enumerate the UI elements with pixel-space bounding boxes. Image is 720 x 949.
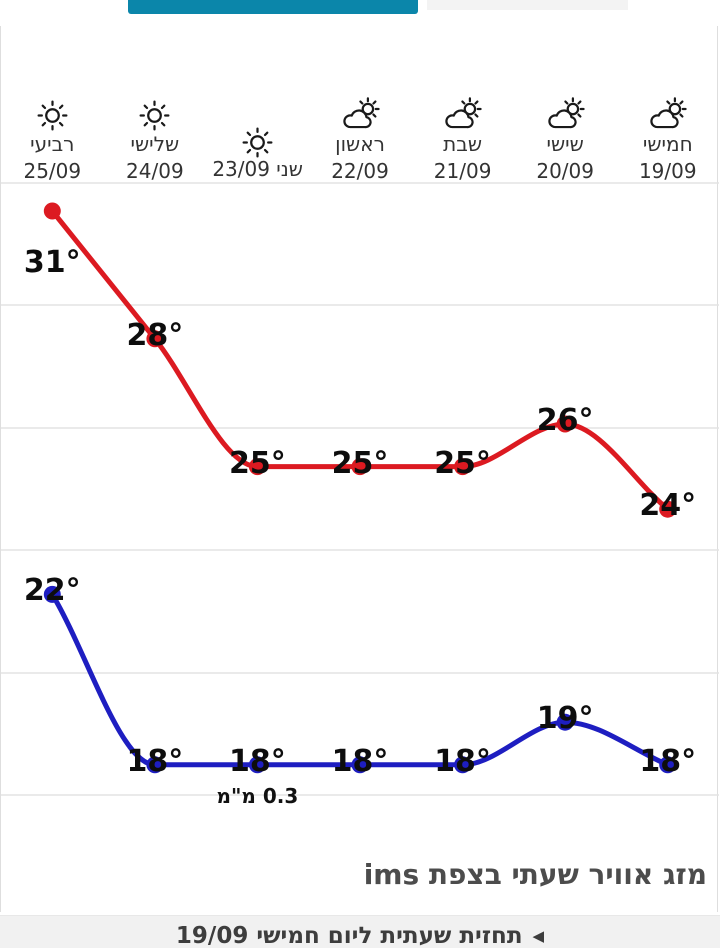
day-date: 25/09 (23, 159, 82, 183)
temp-label: 18° (639, 743, 697, 779)
tab-inactive-indicator[interactable] (427, 0, 628, 10)
day-name-date: שני 23/09 (212, 157, 303, 181)
day-column-22-09[interactable]: ראשון 22/09 (309, 26, 412, 183)
section-title: מזג אוויר שעתי בצפת ims (363, 858, 707, 891)
temp-label: 31° (23, 245, 81, 280)
temp-label: 19° (536, 701, 594, 737)
day-name: רביעי (30, 132, 75, 156)
back-arrow-icon: ◀ (532, 927, 545, 945)
day-name: שבת (443, 132, 483, 156)
temp-label: 18° (331, 743, 389, 779)
day-date: 22/09 (331, 159, 389, 183)
day-column-25-09[interactable]: רביעי 25/09 (1, 26, 104, 183)
days-row: רביעי 25/09 שלישי 24/09 שני 23/09 ראשון 22/… (1, 26, 719, 183)
temp-label: 25° (434, 445, 491, 481)
day-column-24-09[interactable]: שלישי 24/09 (104, 26, 207, 183)
day-date: 20/09 (536, 159, 594, 183)
sun-behind-cloud-icon (309, 95, 412, 135)
sun-icon (104, 95, 207, 135)
temp-label: 24° (639, 488, 697, 524)
day-date: 19/09 (638, 159, 697, 183)
day-column-23-09[interactable]: שני 23/09 (206, 26, 309, 182)
sun-behind-cloud-icon (616, 95, 719, 135)
hourly-forecast-label: תחזית שעתית ליום חמישי 19/09 (175, 923, 523, 949)
temp-label: 25° (331, 445, 389, 481)
temp-label: 22° (23, 573, 81, 609)
precipitation-label: 0.3 מ"מ (216, 783, 299, 808)
temp-label: 18° (434, 743, 491, 779)
temp-label: 26° (536, 403, 594, 438)
temp-label: 18° (229, 743, 286, 779)
sun-behind-cloud-icon (514, 95, 617, 135)
weekly-forecast-panel: רביעי 25/09 שלישי 24/09 שני 23/09 ראשון 22/… (0, 26, 719, 912)
sun-behind-cloud-icon (411, 95, 514, 135)
day-column-20-09[interactable]: שישי 20/09 (514, 26, 617, 183)
temp-label: 25° (229, 445, 286, 481)
day-name: ראשון (335, 132, 385, 156)
day-column-21-09[interactable]: שבת 21/09 (411, 26, 514, 183)
temp-label: 18° (126, 743, 184, 779)
day-column-19-09[interactable]: חמישי 19/09 (616, 26, 719, 183)
day-name: שלישי (130, 132, 180, 156)
day-date: 21/09 (433, 159, 492, 183)
day-date: 24/09 (126, 159, 184, 183)
tab-active-indicator[interactable] (128, 0, 418, 14)
day-name: חמישי (642, 132, 693, 156)
temp-label: 28° (126, 317, 184, 353)
day-name: שישי (546, 132, 584, 156)
temperature-chart (1, 182, 719, 796)
sun-icon (206, 122, 309, 162)
sun-icon (1, 95, 104, 135)
hourly-forecast-bar[interactable]: ◀ תחזית שעתית ליום חמישי 19/09 (0, 915, 720, 949)
